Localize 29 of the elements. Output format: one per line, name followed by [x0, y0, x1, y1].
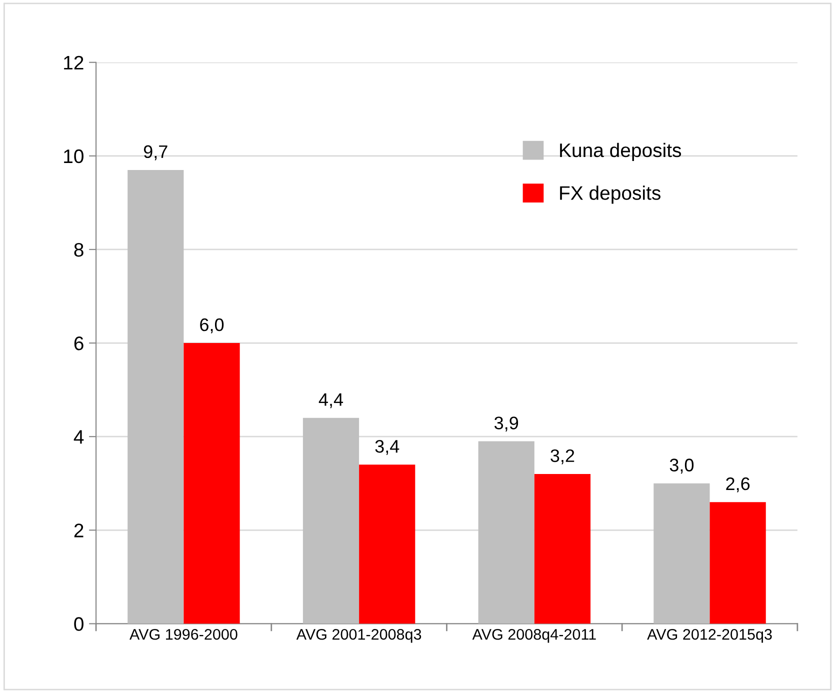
data-label: 3,4: [375, 440, 400, 455]
y-tick-label: 4: [74, 430, 84, 444]
y-tick-label: 0: [74, 617, 84, 631]
data-label: 9,7: [144, 145, 168, 160]
data-label: 3,9: [494, 416, 518, 432]
bar: [478, 441, 534, 624]
y-tick-label: 12: [64, 56, 84, 70]
data-label: 4,4: [318, 393, 344, 408]
bar: [184, 343, 240, 624]
bar: [302, 418, 360, 624]
x-tick-label: AVG 2001-2008q3: [296, 628, 422, 643]
bar: [710, 502, 766, 624]
data-label: 6,0: [200, 318, 224, 334]
x-tick-label: AVG 1996-2000: [130, 628, 238, 640]
y-tick-label: 6: [74, 336, 84, 350]
x-tick-label: AVG 2012-2015q3: [647, 628, 772, 643]
legend-label: FX deposits: [560, 186, 660, 204]
y-tick-label: 8: [74, 242, 84, 257]
data-label: 3,2: [550, 449, 574, 464]
y-tick-label: 2: [74, 524, 84, 538]
bar: [128, 170, 184, 624]
bar: [534, 474, 591, 624]
legend-label: Kuna deposits: [560, 142, 682, 162]
y-tick-label: 10: [64, 149, 84, 164]
x-tick-label: AVG 2008q4-2011: [472, 628, 596, 643]
bar: [654, 483, 710, 624]
bar: [359, 464, 416, 624]
data-label: 3,0: [670, 458, 694, 474]
data-label: 2,6: [726, 477, 750, 492]
